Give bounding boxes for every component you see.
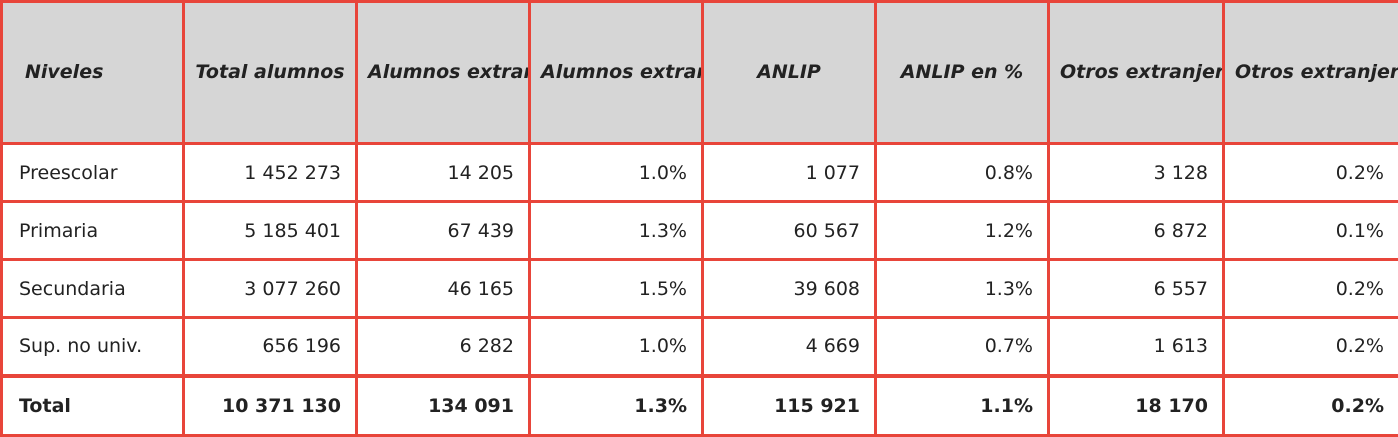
header-cell-niveles: Niveles xyxy=(2,2,184,144)
table-cell: 1.2% xyxy=(876,202,1049,260)
table-row: Secundaria 3 077 260 46 165 1.5% 39 608 … xyxy=(2,260,1398,318)
table-cell: 0.2% xyxy=(1224,144,1398,202)
table-cell: 0.7% xyxy=(876,318,1049,376)
table-cell: 5 185 401 xyxy=(184,202,357,260)
header-cell-otros-extranjeros: Otros extranjeros xyxy=(1049,2,1224,144)
table-cell: 46 165 xyxy=(357,260,530,318)
table-cell: 4 669 xyxy=(703,318,876,376)
table-cell: 0.2% xyxy=(1224,260,1398,318)
row-level-cell: Sup. no univ. xyxy=(2,318,184,376)
table-cell: 0.1% xyxy=(1224,202,1398,260)
table-cell: 1 613 xyxy=(1049,318,1224,376)
total-row: Total 10 371 130 134 091 1.3% 115 921 1.… xyxy=(2,376,1398,436)
table-row: Primaria 5 185 401 67 439 1.3% 60 567 1.… xyxy=(2,202,1398,260)
table-cell: 1 077 xyxy=(703,144,876,202)
table-cell: 1.5% xyxy=(530,260,703,318)
table-cell: 14 205 xyxy=(357,144,530,202)
table-row: Preescolar 1 452 273 14 205 1.0% 1 077 0… xyxy=(2,144,1398,202)
table-cell: 3 077 260 xyxy=(184,260,357,318)
table-cell: 67 439 xyxy=(357,202,530,260)
table-cell: 1.3% xyxy=(876,260,1049,318)
table-cell: 1 452 273 xyxy=(184,144,357,202)
header-cell-otros-extranjeros-pct: Otros extranjeros en % xyxy=(1224,2,1398,144)
table-cell: 0.8% xyxy=(876,144,1049,202)
total-cell: 134 091 xyxy=(357,376,530,436)
table-cell: 3 128 xyxy=(1049,144,1224,202)
row-level-cell: Secundaria xyxy=(2,260,184,318)
total-label-cell: Total xyxy=(2,376,184,436)
table-cell: 1.0% xyxy=(530,144,703,202)
header-row: Niveles Total alumnos Alumnos extranjero… xyxy=(2,2,1398,144)
total-cell: 1.3% xyxy=(530,376,703,436)
table-cell: 60 567 xyxy=(703,202,876,260)
table-cell: 39 608 xyxy=(703,260,876,318)
header-cell-anlip: ANLIP xyxy=(703,2,876,144)
total-cell: 18 170 xyxy=(1049,376,1224,436)
total-cell: 10 371 130 xyxy=(184,376,357,436)
table-cell: 0.2% xyxy=(1224,318,1398,376)
row-level-cell: Primaria xyxy=(2,202,184,260)
table-body: Preescolar 1 452 273 14 205 1.0% 1 077 0… xyxy=(2,144,1398,436)
table-cell: 1.0% xyxy=(530,318,703,376)
table-header: Niveles Total alumnos Alumnos extranjero… xyxy=(2,2,1398,144)
row-level-cell: Preescolar xyxy=(2,144,184,202)
table-cell: 6 872 xyxy=(1049,202,1224,260)
total-cell: 1.1% xyxy=(876,376,1049,436)
header-cell-alumnos-extranjeros: Alumnos extranjeros xyxy=(357,2,530,144)
table-cell: 656 196 xyxy=(184,318,357,376)
header-cell-alumnos-extranjeros-pct: Alumnos extranjeros en % xyxy=(530,2,703,144)
total-cell: 0.2% xyxy=(1224,376,1398,436)
table-cell: 6 282 xyxy=(357,318,530,376)
header-cell-anlip-pct: ANLIP en % xyxy=(876,2,1049,144)
table-row: Sup. no univ. 656 196 6 282 1.0% 4 669 0… xyxy=(2,318,1398,376)
table-cell: 6 557 xyxy=(1049,260,1224,318)
table-cell: 1.3% xyxy=(530,202,703,260)
header-cell-total-alumnos: Total alumnos xyxy=(184,2,357,144)
total-cell: 115 921 xyxy=(703,376,876,436)
